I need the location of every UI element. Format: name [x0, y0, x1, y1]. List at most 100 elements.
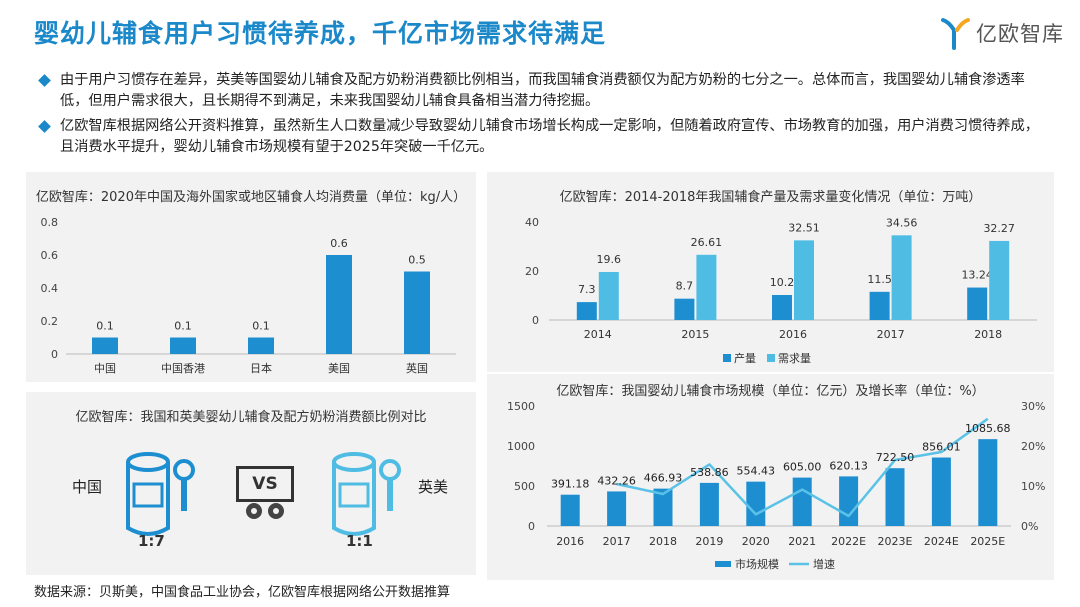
data-label: 8.7	[676, 280, 694, 293]
us-uk-ratio: 1:1	[346, 532, 373, 550]
china-formula-can-icon	[126, 452, 195, 536]
bar-demand	[794, 240, 814, 320]
y-tick-label: 40	[525, 216, 539, 229]
y-tick-label: 0	[528, 520, 535, 533]
data-label: 0.1	[174, 320, 192, 333]
x-tick-label: 英国	[406, 361, 428, 375]
bullet-list: 由于用户习惯存在差异，英美等国婴幼儿辅食及配方奶粉消费额比例相当，而我国辅食消费…	[38, 70, 1048, 162]
x-tick-label: 中国香港	[161, 362, 205, 375]
x-tick-label: 2014	[584, 328, 612, 341]
bar-demand	[598, 271, 619, 320]
y2-tick-label: 0%	[1021, 520, 1038, 533]
bar-production	[576, 302, 597, 320]
data-label: 0.1	[252, 320, 270, 333]
bullet-text: 亿欧智库根据网络公开资料推算，虽然新生人口数量减少导致婴幼儿辅食市场增长构成一定…	[60, 118, 1039, 155]
y2-tick-label: 30%	[1021, 400, 1045, 413]
y-tick-label: 0	[532, 314, 539, 327]
us-uk-formula-can-icon	[332, 452, 401, 536]
bar-demand	[696, 254, 717, 320]
vs-text: VS	[252, 474, 278, 494]
bar	[607, 491, 627, 526]
x-tick-label: 2025E	[970, 535, 1005, 548]
comparison-title: 亿欧智库：我国和英美婴幼儿辅食及配方奶粉消费额比例对比	[75, 410, 427, 425]
x-tick-label: 日本	[250, 361, 272, 375]
data-label: 10.2	[770, 276, 795, 289]
per-capita-chart: 0 0.2 0.4 0.6 0.8 0.1 中国 0.1 中国香港 0.1 日本 0.6 美国 0.5 英国	[41, 216, 456, 375]
x-tick-label: 2016	[556, 535, 584, 548]
x-tick-label: 中国	[94, 362, 116, 375]
data-label: 11.5	[867, 273, 892, 286]
chart-title: 亿欧智库：我国婴幼儿辅食市场规模（单位：亿元）及增长率（单位：%）	[556, 384, 985, 399]
bar-demand	[891, 235, 912, 320]
bar	[248, 337, 274, 354]
diamond-bullet-icon	[38, 74, 51, 87]
ratio-comparison-panel: 亿欧智库：我国和英美婴幼儿辅食及配方奶粉消费额比例对比 中国 1:7 VS 1:…	[26, 392, 476, 575]
data-label: 391.18	[551, 478, 590, 491]
production-demand-chart: 0 20 40 7.3 19.6 2014 8.7 26.61 2015 10.2 32.51 201…	[525, 216, 1037, 365]
page-title: 婴幼儿辅食用户习惯待养成，千亿市场需求待满足	[34, 19, 607, 48]
data-label: 722.50	[876, 451, 915, 464]
x-tick-label: 2016	[779, 328, 807, 341]
bar	[326, 255, 352, 354]
x-tick-label: 2018	[974, 328, 1002, 341]
growth-line	[616, 417, 989, 518]
data-label: 32.51	[788, 221, 820, 234]
data-source: 数据来源：贝斯美，中国食品工业协会，亿欧智库根据网络公开数据推算	[34, 585, 451, 600]
legend-label: 需求量	[778, 352, 811, 365]
china-ratio: 1:7	[138, 532, 165, 550]
bar	[746, 481, 766, 526]
data-label: 538.86	[690, 466, 729, 479]
data-label: 34.56	[886, 216, 918, 229]
y-tick-label: 0.8	[41, 216, 59, 229]
x-tick-label: 2021	[788, 535, 816, 548]
x-tick-label: 2019	[695, 535, 723, 548]
legend-swatch	[715, 561, 731, 567]
brand-name: 亿欧智库	[976, 22, 1064, 46]
data-label: 26.61	[691, 236, 723, 249]
data-label: 856.01	[922, 441, 961, 454]
bullet-item: 由于用户习惯存在差异，英美等国婴幼儿辅食及配方奶粉消费额比例相当，而我国辅食消费…	[38, 70, 1048, 112]
x-tick-label: 2020	[742, 535, 770, 548]
bar	[699, 482, 719, 526]
gear-icon	[246, 503, 284, 519]
data-label: 32.27	[983, 222, 1015, 235]
brand-logo-icon	[941, 18, 970, 50]
x-tick-label: 美国	[328, 362, 350, 375]
bar-production	[674, 298, 695, 320]
bar	[931, 457, 951, 526]
bar-demand	[989, 240, 1010, 320]
bar-production	[772, 295, 792, 320]
y2-tick-label: 10%	[1021, 480, 1045, 493]
data-label: 0.1	[96, 320, 114, 333]
y-tick-label: 0.2	[41, 315, 59, 328]
y-tick-label: 0.4	[41, 282, 59, 295]
legend-swatch	[723, 354, 731, 362]
y-tick-label: 1000	[507, 440, 535, 453]
x-tick-label: 2017	[603, 535, 631, 548]
data-label: 466.93	[644, 472, 683, 485]
bar-production	[869, 291, 890, 320]
bar	[978, 439, 998, 526]
x-tick-label: 2024E	[924, 535, 959, 548]
brand-logo: 亿欧智库	[940, 16, 1064, 50]
x-tick-label: 2022E	[831, 535, 866, 548]
legend-label: 增速	[813, 557, 835, 571]
y-tick-label: 1500	[507, 400, 535, 413]
bar	[92, 337, 118, 354]
data-label: 432.26	[597, 474, 636, 487]
chart-title: 亿欧智库：2020年中国及海外国家或地区辅食人均消费量（单位：kg/人）	[35, 190, 467, 205]
data-label: 620.13	[829, 459, 868, 472]
us-uk-label: 英美	[418, 478, 449, 496]
data-label: 13.24	[961, 269, 993, 282]
production-demand-chart-panel: 亿欧智库：2014-2018年我国辅食产量及需求量变化情况（单位：万吨） 0 20…	[487, 172, 1054, 372]
y-tick-label: 20	[525, 265, 539, 278]
data-label: 1085.68	[965, 422, 1011, 435]
bar	[839, 476, 859, 526]
x-tick-label: 2023E	[878, 535, 913, 548]
data-label: 0.6	[330, 237, 348, 250]
bar	[792, 477, 812, 526]
bar	[404, 271, 430, 354]
data-label: 19.6	[597, 253, 622, 266]
data-label: 7.3	[578, 283, 596, 296]
legend-label: 产量	[734, 351, 756, 365]
